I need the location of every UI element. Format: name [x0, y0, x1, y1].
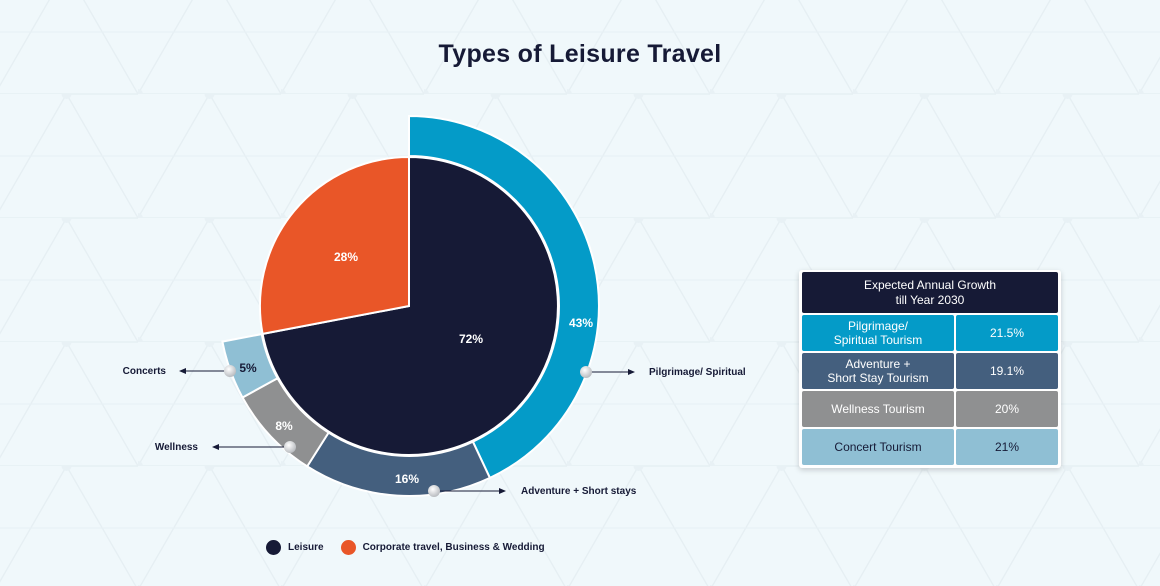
label-pilgrimage: 43%	[569, 316, 593, 330]
table-row: Pilgrimage/Spiritual Tourism 21.5%	[802, 315, 1058, 351]
svg-text:Wellness: Wellness	[155, 442, 199, 453]
header-line-1: Expected Annual Growth	[863, 278, 997, 292]
row-name-concerts: Concert Tourism	[802, 429, 954, 465]
legend-label-leisure: Leisure	[288, 542, 324, 553]
svg-text:Concerts: Concerts	[123, 366, 167, 377]
legend-swatch-leisure	[266, 540, 281, 555]
pie-slice-corporate	[258, 155, 410, 336]
header-line-2: till Year 2030	[895, 293, 965, 307]
table-row: Concert Tourism 21%	[802, 429, 1058, 465]
label-concerts: 5%	[239, 361, 257, 375]
row-name-adventure: Adventure + Short Stay Tourism	[802, 353, 954, 389]
callout-concerts: Concerts	[123, 365, 236, 377]
pie-slice-leisure	[261, 155, 559, 456]
chart-title: Types of Leisure Travel	[438, 40, 722, 68]
row-value-concerts: 21%	[956, 429, 1058, 465]
label-wellness: 8%	[275, 419, 293, 433]
row-value-pilgrimage: 21.5%	[956, 315, 1058, 351]
callout-pilgrimage: Pilgrimage/ Spiritual	[580, 366, 746, 378]
table-row: Wellness Tourism 20%	[802, 391, 1058, 427]
table-row: Adventure + Short Stay Tourism 19.1%	[802, 353, 1058, 389]
chart-legend: Leisure Corporate travel, Business & Wed…	[266, 540, 562, 555]
row-value-adventure: 19.1%	[956, 353, 1058, 389]
legend-item-corporate: Corporate travel, Business & Wedding	[340, 540, 545, 555]
row-value-wellness: 20%	[956, 391, 1058, 427]
legend-item-leisure: Leisure	[266, 540, 324, 555]
svg-text:Pilgrimage/ Spiritual: Pilgrimage/ Spiritual	[649, 367, 746, 378]
label-corporate: 28%	[334, 250, 358, 264]
callout-adventure: Adventure + Short stays	[428, 485, 637, 497]
label-leisure: 72%	[459, 332, 483, 346]
label-adventure: 16%	[395, 472, 419, 486]
legend-label-corporate: Corporate travel, Business & Wedding	[362, 542, 545, 553]
callout-wellness: Wellness	[155, 441, 296, 453]
row-name-wellness: Wellness Tourism	[802, 391, 954, 427]
row-name-pilgrimage: Pilgrimage/Spiritual Tourism	[802, 315, 954, 351]
legend-swatch-corporate	[340, 540, 356, 555]
growth-table-header: Expected Annual Growth till Year 2030	[802, 272, 1058, 313]
growth-table: Expected Annual Growth till Year 2030 Pi…	[799, 270, 1061, 468]
svg-text:Adventure + Short stays: Adventure + Short stays	[521, 486, 637, 497]
